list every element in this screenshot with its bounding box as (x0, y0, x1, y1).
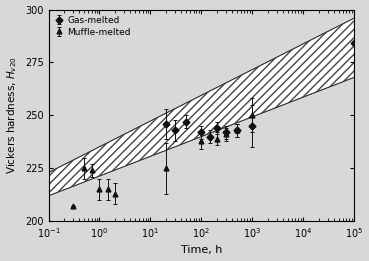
X-axis label: Time, h: Time, h (181, 245, 222, 256)
Y-axis label: Vickers hardness, $H_{v20}$: Vickers hardness, $H_{v20}$ (6, 56, 19, 174)
Legend: Gas-melted, Muffle-melted: Gas-melted, Muffle-melted (53, 14, 133, 38)
